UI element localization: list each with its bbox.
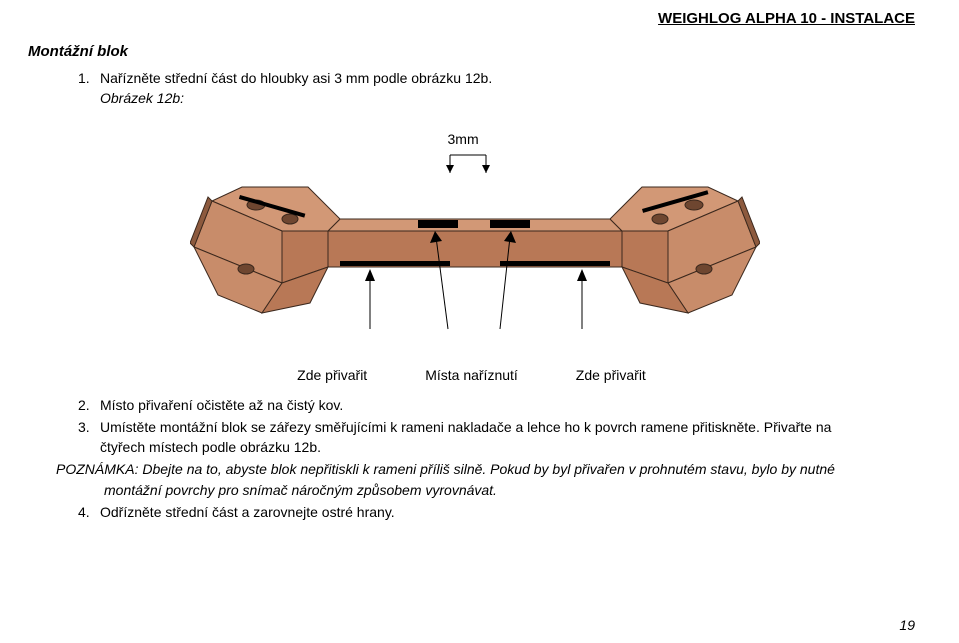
cut-locations-label: Místa naříznutí bbox=[425, 367, 518, 383]
step-4: 4. Odřízněte střední část a zarovnejte o… bbox=[78, 502, 915, 522]
step-1-num: 1. bbox=[78, 68, 100, 88]
mounting-block-icon bbox=[190, 157, 760, 357]
step-3-num: 3. bbox=[78, 417, 100, 458]
note-line1: POZNÁMKA: Dbejte na to, abyste blok nepř… bbox=[56, 459, 895, 479]
page-header: WEIGHLOG ALPHA 10 - INSTALACE bbox=[28, 10, 915, 27]
step-1-text: Nařízněte střední část do hloubky asi 3 … bbox=[100, 68, 492, 88]
page-number: 19 bbox=[899, 617, 915, 633]
step-4-num: 4. bbox=[78, 502, 100, 522]
step-2-text: Místo přivaření očistěte až na čistý kov… bbox=[100, 395, 343, 415]
step-3-line2: čtyřech místech podle obrázku 12b. bbox=[100, 439, 321, 455]
figure-caption: Obrázek 12b: bbox=[100, 88, 915, 108]
figure-12b: 3mm bbox=[162, 131, 782, 381]
step-4-text: Odřízněte střední část a zarovnejte ostr… bbox=[100, 502, 395, 522]
weld-here-left-label: Zde přivařit bbox=[297, 367, 367, 383]
note-line2: montážní povrchy pro snímač náročným způ… bbox=[56, 480, 895, 500]
note: POZNÁMKA: Dbejte na to, abyste blok nepř… bbox=[56, 459, 895, 500]
step-3-line1: Umístěte montážní blok se zářezy směřují… bbox=[100, 419, 831, 435]
step-3: 3. Umístěte montážní blok se zářezy směř… bbox=[78, 417, 915, 458]
section-title: Montážní blok bbox=[28, 43, 915, 60]
step-1: 1. Nařízněte střední část do hloubky asi… bbox=[78, 68, 915, 88]
mm-label: 3mm bbox=[448, 131, 479, 147]
step-2: 2. Místo přivaření očistěte až na čistý … bbox=[78, 395, 915, 415]
weld-here-right-label: Zde přivařit bbox=[576, 367, 646, 383]
step-2-num: 2. bbox=[78, 395, 100, 415]
